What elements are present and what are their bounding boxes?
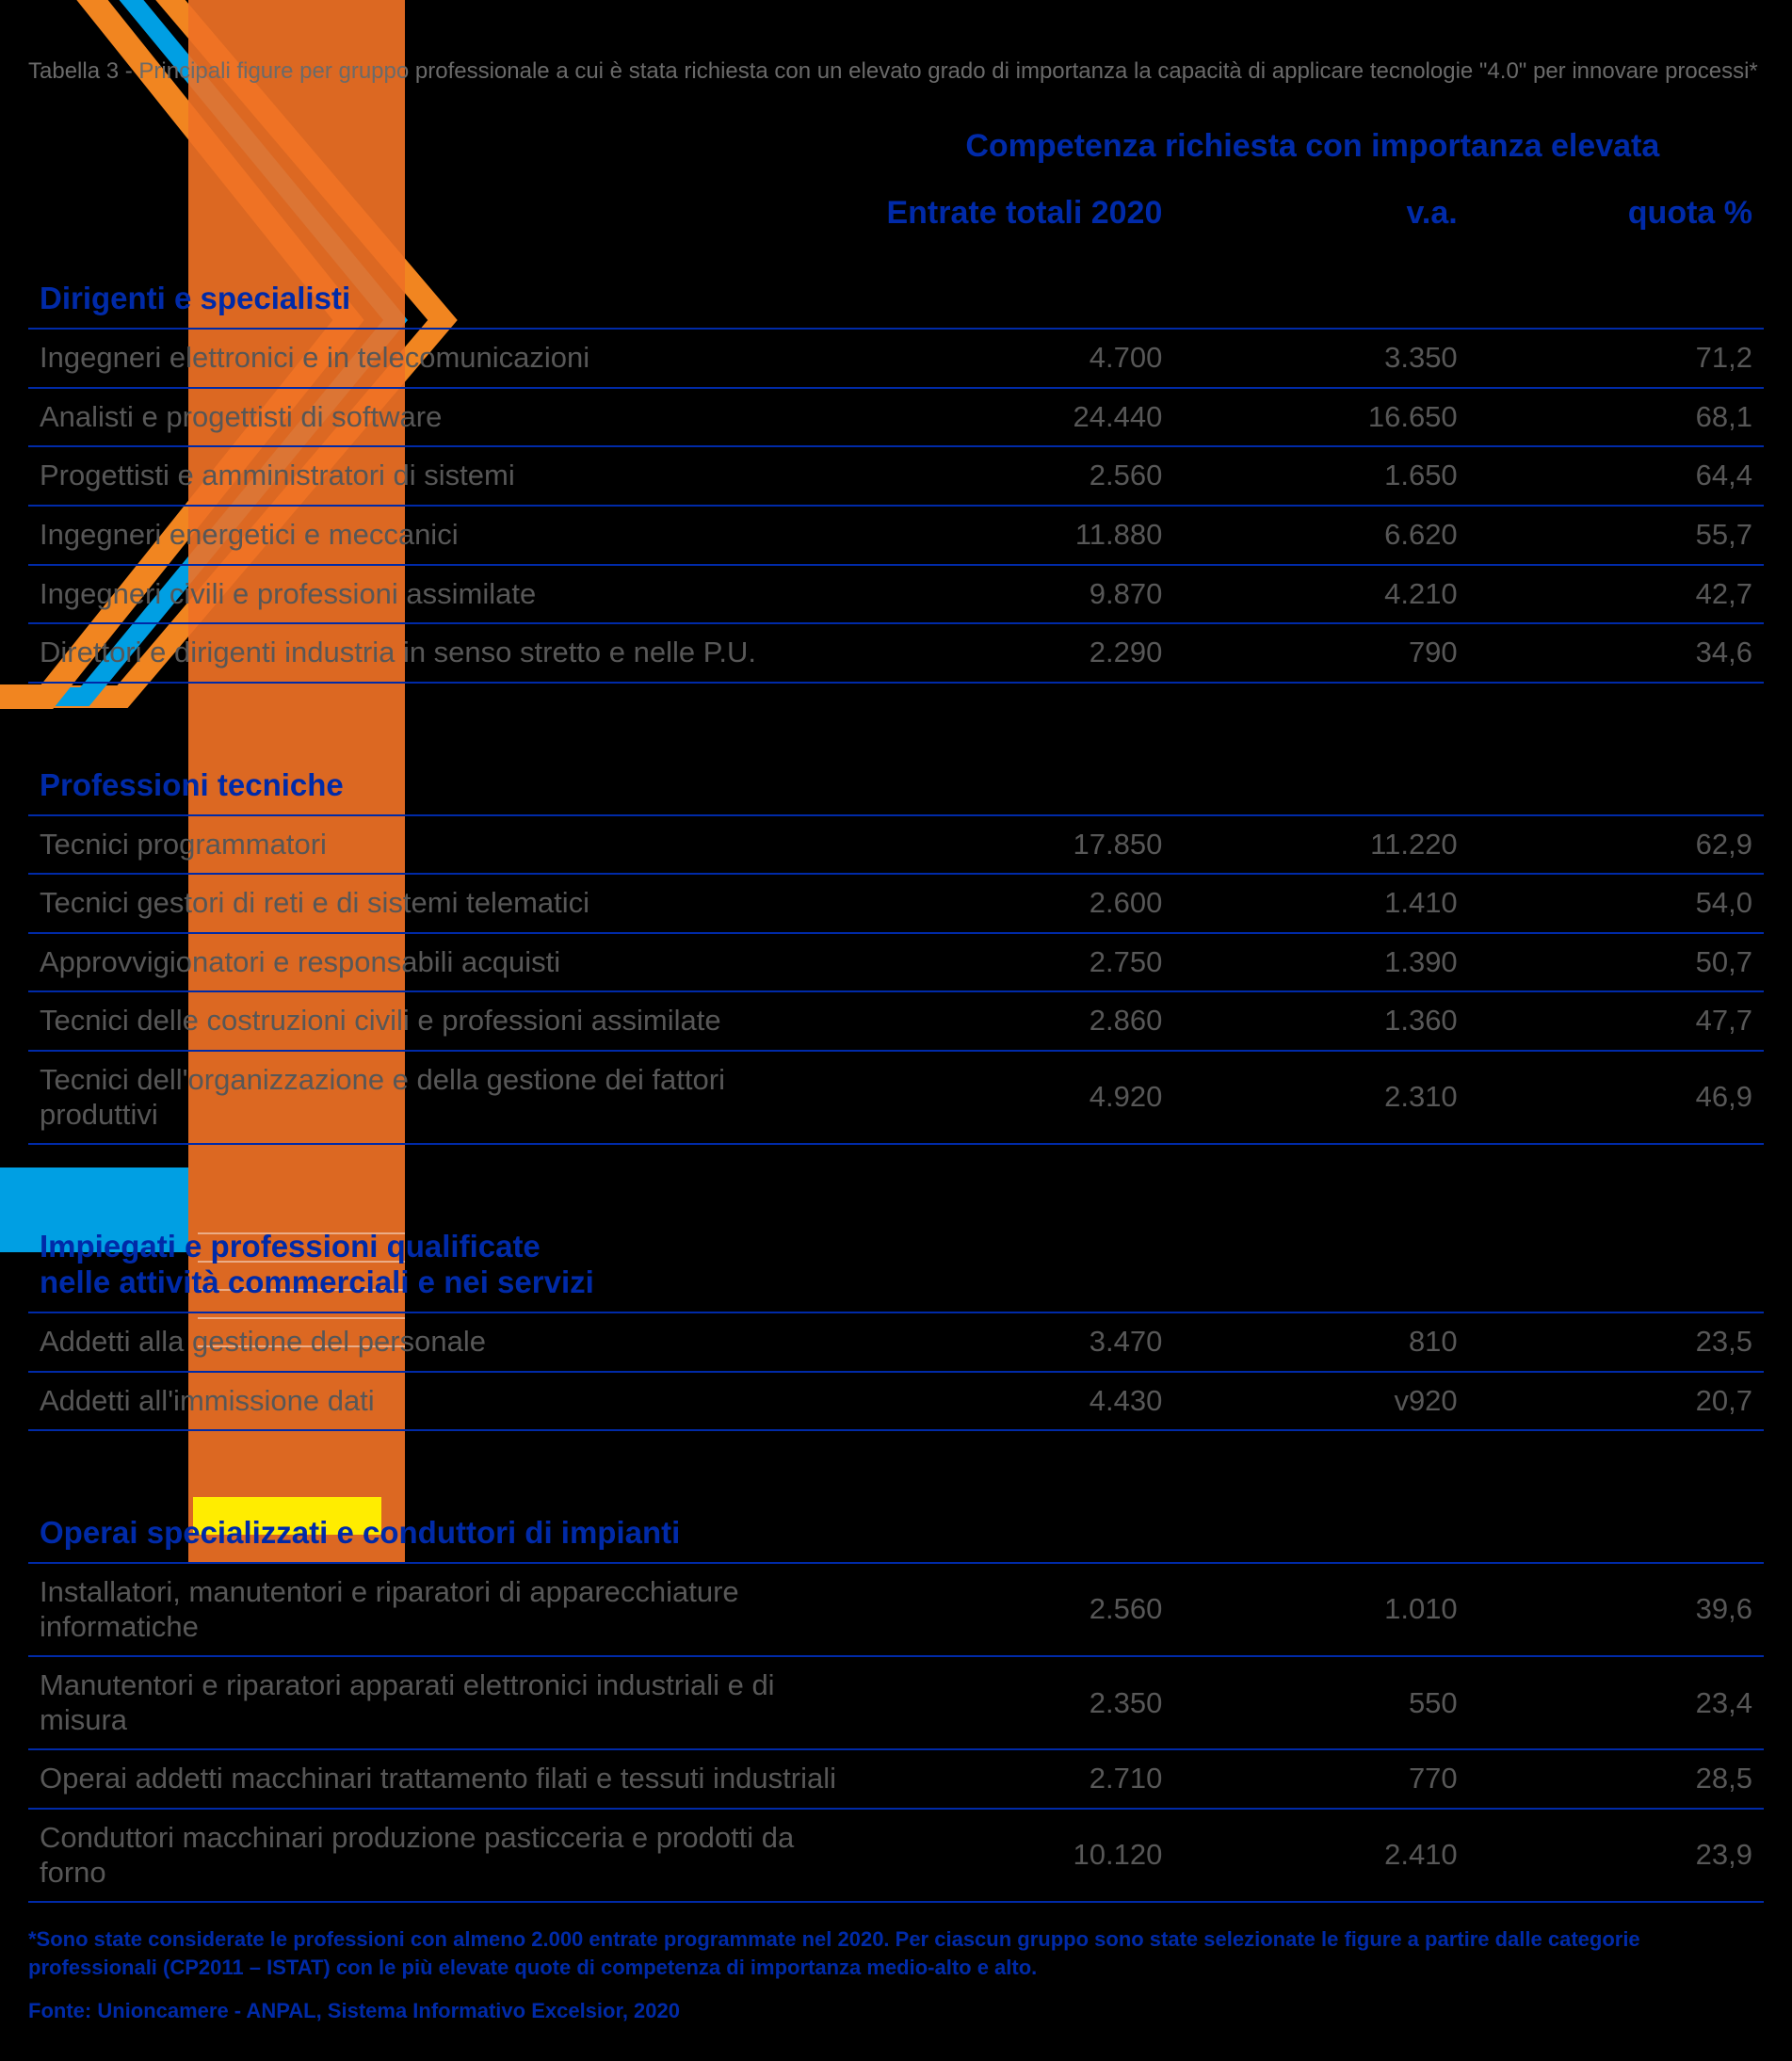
table-row: Ingegneri civili e professioni assimilat…: [28, 565, 1764, 624]
row-entrate: 2.710: [862, 1749, 1174, 1809]
row-va: v920: [1173, 1372, 1468, 1431]
table-row: Direttori e dirigenti industria in senso…: [28, 623, 1764, 683]
row-va: 2.310: [1173, 1051, 1468, 1144]
row-va: 4.210: [1173, 565, 1468, 624]
row-quota: 54,0: [1469, 874, 1764, 933]
table-row: Tecnici delle costruzioni civili e profe…: [28, 991, 1764, 1051]
row-name: Addetti all'immissione dati: [28, 1372, 862, 1431]
row-entrate: 17.850: [862, 815, 1174, 875]
col-quota: quota %: [1469, 174, 1764, 262]
row-name: Analisti e progettisti di software: [28, 388, 862, 447]
row-name: Manutentori e riparatori apparati elettr…: [28, 1656, 862, 1749]
row-entrate: 24.440: [862, 388, 1174, 447]
row-name: Ingegneri civili e professioni assimilat…: [28, 565, 862, 624]
row-entrate: 2.750: [862, 933, 1174, 992]
row-quota: 23,9: [1469, 1809, 1764, 1902]
row-va: 2.410: [1173, 1809, 1468, 1902]
row-name: Approvvigionatori e responsabili acquist…: [28, 933, 862, 992]
row-entrate: 3.470: [862, 1312, 1174, 1372]
row-entrate: 2.600: [862, 874, 1174, 933]
row-quota: 68,1: [1469, 388, 1764, 447]
row-name: Progettisti e amministratori di sistemi: [28, 446, 862, 506]
row-name: Ingegneri energetici e meccanici: [28, 506, 862, 565]
row-quota: 46,9: [1469, 1051, 1764, 1144]
row-quota: 34,6: [1469, 623, 1764, 683]
table-row: Conduttori macchinari produzione pasticc…: [28, 1809, 1764, 1902]
row-va: 770: [1173, 1749, 1468, 1809]
col-va: v.a.: [1173, 174, 1468, 262]
row-quota: 23,5: [1469, 1312, 1764, 1372]
row-entrate: 2.560: [862, 1563, 1174, 1656]
super-header: Competenza richiesta con importanza elev…: [862, 104, 1764, 174]
row-va: 790: [1173, 623, 1468, 683]
row-name: Tecnici delle costruzioni civili e profe…: [28, 991, 862, 1051]
row-va: 550: [1173, 1656, 1468, 1749]
row-entrate: 2.290: [862, 623, 1174, 683]
row-va: 1.390: [1173, 933, 1468, 992]
row-quota: 39,6: [1469, 1563, 1764, 1656]
row-quota: 62,9: [1469, 815, 1764, 875]
table-row: Installatori, manutentori e riparatori d…: [28, 1563, 1764, 1656]
table-row: Analisti e progettisti di software24.440…: [28, 388, 1764, 447]
row-va: 1.410: [1173, 874, 1468, 933]
row-name: Addetti alla gestione del personale: [28, 1312, 862, 1372]
row-entrate: 2.350: [862, 1656, 1174, 1749]
table-row: Ingegneri elettronici e in telecomunicaz…: [28, 329, 1764, 388]
row-name: Tecnici programmatori: [28, 815, 862, 875]
row-va: 1.010: [1173, 1563, 1468, 1656]
row-name: Installatori, manutentori e riparatori d…: [28, 1563, 862, 1656]
row-quota: 50,7: [1469, 933, 1764, 992]
table-row: Operai addetti macchinari trattamento fi…: [28, 1749, 1764, 1809]
row-quota: 55,7: [1469, 506, 1764, 565]
group-header: Operai specializzati e conduttori di imp…: [28, 1496, 1764, 1563]
row-quota: 28,5: [1469, 1749, 1764, 1809]
row-va: 16.650: [1173, 388, 1468, 447]
figures-table: Competenza richiesta con importanza elev…: [28, 104, 1764, 1903]
table-row: Addetti all'immissione dati4.430v92020,7: [28, 1372, 1764, 1431]
table-row: Progettisti e amministratori di sistemi2…: [28, 446, 1764, 506]
table-row: Addetti alla gestione del personale3.470…: [28, 1312, 1764, 1372]
row-quota: 71,2: [1469, 329, 1764, 388]
table-row: Ingegneri energetici e meccanici11.8806.…: [28, 506, 1764, 565]
table-row: Tecnici programmatori17.85011.22062,9: [28, 815, 1764, 875]
table-row: Manutentori e riparatori apparati elettr…: [28, 1656, 1764, 1749]
row-quota: 20,7: [1469, 1372, 1764, 1431]
row-entrate: 9.870: [862, 565, 1174, 624]
row-va: 3.350: [1173, 329, 1468, 388]
row-name: Operai addetti macchinari trattamento fi…: [28, 1749, 862, 1809]
row-entrate: 2.860: [862, 991, 1174, 1051]
table-row: Approvvigionatori e responsabili acquist…: [28, 933, 1764, 992]
table-footnote: *Sono state considerate le professioni c…: [28, 1925, 1764, 1981]
row-va: 1.650: [1173, 446, 1468, 506]
row-quota: 23,4: [1469, 1656, 1764, 1749]
table-row: Tecnici dell'organizzazione e della gest…: [28, 1051, 1764, 1144]
row-quota: 64,4: [1469, 446, 1764, 506]
row-name: Conduttori macchinari produzione pasticc…: [28, 1809, 862, 1902]
group-header: Impiegati e professioni qualificate nell…: [28, 1210, 1764, 1312]
row-va: 11.220: [1173, 815, 1468, 875]
row-va: 810: [1173, 1312, 1468, 1372]
row-va: 6.620: [1173, 506, 1468, 565]
row-quota: 42,7: [1469, 565, 1764, 624]
row-name: Tecnici dell'organizzazione e della gest…: [28, 1051, 862, 1144]
col-entrate: Entrate totali 2020: [862, 174, 1174, 262]
table-row: Tecnici gestori di reti e di sistemi tel…: [28, 874, 1764, 933]
row-entrate: 2.560: [862, 446, 1174, 506]
group-header: Dirigenti e specialisti: [28, 262, 1764, 329]
group-header: Professioni tecniche: [28, 749, 1764, 815]
table-caption: Tabella 3 - Principali figure per gruppo…: [28, 56, 1764, 87]
table-source: Fonte: Unioncamere - ANPAL, Sistema Info…: [28, 1999, 1764, 2023]
row-entrate: 11.880: [862, 506, 1174, 565]
row-quota: 47,7: [1469, 991, 1764, 1051]
row-entrate: 4.920: [862, 1051, 1174, 1144]
row-va: 1.360: [1173, 991, 1468, 1051]
row-entrate: 4.430: [862, 1372, 1174, 1431]
row-name: Direttori e dirigenti industria in senso…: [28, 623, 862, 683]
row-entrate: 10.120: [862, 1809, 1174, 1902]
row-name: Ingegneri elettronici e in telecomunicaz…: [28, 329, 862, 388]
row-name: Tecnici gestori di reti e di sistemi tel…: [28, 874, 862, 933]
row-entrate: 4.700: [862, 329, 1174, 388]
